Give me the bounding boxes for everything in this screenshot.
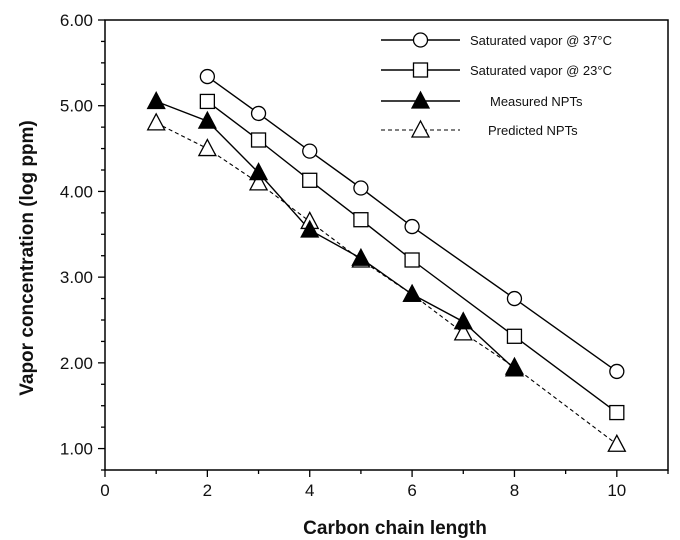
data-point (250, 132, 267, 148)
x-tick-label: 0 (100, 481, 109, 500)
y-tick-label: 1.00 (60, 440, 93, 459)
y-axis-label: Vapor concentration (log ppm) (17, 120, 38, 396)
series-line (155, 100, 515, 370)
legend-label: Predicted NPTs (488, 123, 578, 138)
data-point (197, 138, 217, 157)
y-tick-label: 5.00 (60, 97, 93, 116)
legend-marker (412, 62, 429, 78)
series-layer (146, 68, 627, 452)
data-point (609, 404, 625, 421)
x-tick-label: 10 (607, 481, 626, 500)
data-point (199, 68, 216, 85)
legend-marker (412, 32, 429, 48)
data-point (607, 433, 627, 452)
axes: 0 2 4 6 8 10 1.00 2.00 3.00 4.00 5.00 6.00 (60, 11, 669, 500)
legend-item: Predicted NPTs (381, 119, 578, 138)
legend-item: Measured NPTs (381, 90, 583, 109)
data-point (404, 218, 420, 235)
data-point (353, 212, 369, 228)
data-point (197, 110, 217, 129)
data-point (248, 162, 269, 181)
x-tick-label: 8 (510, 481, 519, 500)
data-point (302, 172, 318, 188)
legend-item: Saturated vapor @ 23°C (381, 62, 612, 78)
x-tick-label: 4 (305, 481, 314, 500)
data-point (453, 322, 473, 341)
data-point (504, 358, 525, 377)
data-point (402, 283, 422, 302)
data-point (453, 311, 473, 330)
data-point (353, 180, 369, 196)
plot-frame (104, 19, 669, 471)
series-2-markers (146, 91, 525, 377)
legend-label: Measured NPTs (490, 94, 583, 109)
legend-label: Saturated vapor @ 37°C (470, 33, 612, 48)
x-tick-label: 6 (407, 481, 416, 500)
data-point (506, 328, 523, 344)
data-point (199, 93, 216, 110)
legend-item: Saturated vapor @ 37°C (381, 32, 612, 48)
legend-marker (410, 119, 431, 138)
data-point (506, 290, 523, 307)
data-point (609, 363, 625, 380)
series-3-markers (146, 112, 627, 452)
legend-label: Saturated vapor @ 23°C (470, 63, 612, 78)
data-point (248, 172, 269, 191)
y-tick-label: 4.00 (60, 182, 93, 201)
legend-marker (410, 90, 431, 109)
data-point (146, 91, 166, 110)
series-2 (155, 100, 515, 370)
data-point (250, 105, 267, 122)
x-axis-label: Carbon chain length (303, 518, 487, 539)
series-0-markers (199, 68, 625, 380)
data-point (302, 143, 318, 159)
data-point (404, 252, 420, 268)
x-tick-label: 2 (203, 481, 212, 500)
series-1-markers (199, 93, 625, 421)
data-point (146, 112, 166, 131)
legend: Saturated vapor @ 37°C Saturated vapor @ … (381, 32, 612, 138)
y-tick-label: 3.00 (60, 268, 93, 287)
series-line (155, 122, 618, 445)
series-3 (155, 122, 618, 445)
data-point (351, 247, 371, 266)
data-point (300, 219, 320, 238)
y-tick-label: 2.00 (60, 354, 93, 373)
y-tick-label: 6.00 (60, 11, 93, 30)
